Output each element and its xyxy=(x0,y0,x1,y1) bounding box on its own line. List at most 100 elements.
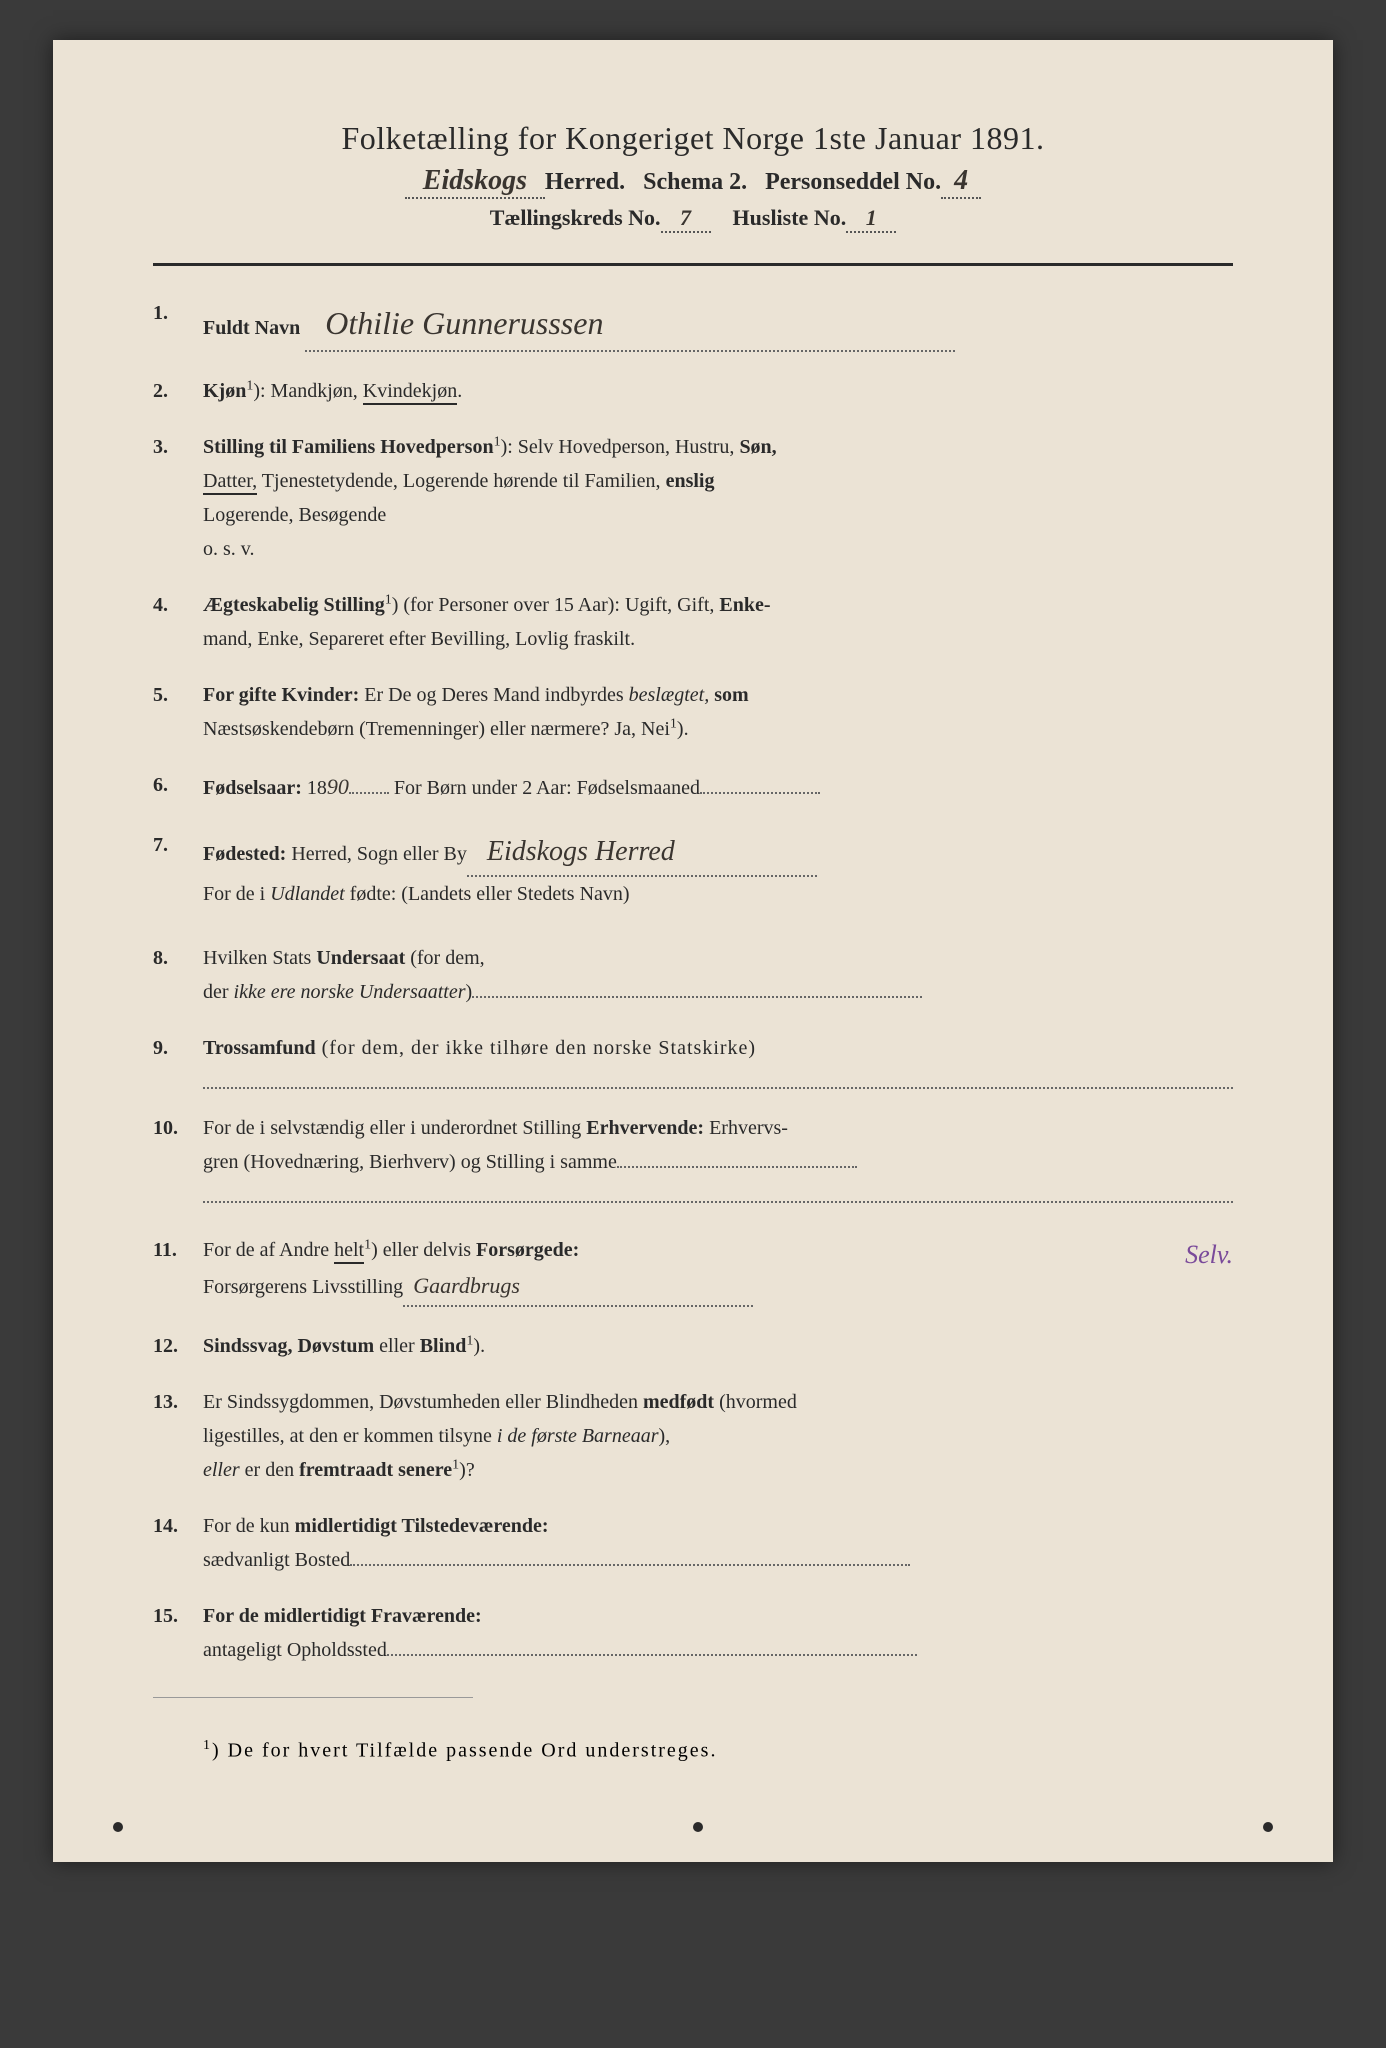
item-3-line4: o. s. v. xyxy=(203,538,254,560)
personseddel-label: Personseddel No. xyxy=(765,169,941,195)
item-3-num: 3. xyxy=(153,430,203,566)
item-3-sup: 1 xyxy=(494,435,501,450)
item-3-line2: Tjenestetydende, Logerende hørende til F… xyxy=(257,470,665,492)
item-9-num: 9. xyxy=(153,1031,203,1089)
item-13-body: Er Sindssygdommen, Døvstumheden eller Bl… xyxy=(203,1385,1233,1487)
item-4-num: 4. xyxy=(153,588,203,656)
item-3-line1: ): Selv Hovedperson, Hustru, xyxy=(501,436,740,458)
item-10-text2: Erhvervs- xyxy=(704,1117,788,1139)
item-10-num: 10. xyxy=(153,1111,203,1203)
item-7-text1: Herred, Sogn eller By xyxy=(286,843,467,865)
item-13-line2a: ligestilles, at den er kommen tilsyne xyxy=(203,1425,497,1447)
item-13-label2: fremtraadt senere xyxy=(299,1459,452,1481)
punch-hole-right xyxy=(1263,1822,1273,1832)
item-6: 6. Fødselsaar: 1890 For Børn under 2 Aar… xyxy=(153,768,1233,805)
item-5-body: For gifte Kvinder: Er De og Deres Mand i… xyxy=(203,678,1233,746)
punch-hole-center xyxy=(693,1822,703,1832)
item-7-label: Fødested: xyxy=(203,843,286,865)
item-4: 4. Ægteskabelig Stilling1) (for Personer… xyxy=(153,588,1233,656)
item-6-year-hand: 90 xyxy=(327,774,349,799)
item-8-line2a: der xyxy=(203,981,234,1003)
item-2-num: 2. xyxy=(153,374,203,408)
item-5-bold1: som xyxy=(709,684,748,706)
item-12-label: Sindssvag, Døvstum xyxy=(203,1335,374,1357)
item-4-sup: 1 xyxy=(385,593,392,608)
item-9-body: Trossamfund (for dem, der ikke tilhøre d… xyxy=(203,1031,1233,1089)
item-4-bold1: Enke- xyxy=(719,594,770,616)
item-11-under1: helt xyxy=(334,1239,364,1264)
item-5-text2: ). xyxy=(677,718,689,740)
item-10-body: For de i selvstændig eller i underordnet… xyxy=(203,1111,1233,1203)
item-4-text1: ) (for Personer over 15 Aar): Ugift, Gif… xyxy=(392,594,720,616)
item-15-line2: antageligt Opholdssted xyxy=(203,1639,387,1661)
item-2-text-a: ): Mandkjøn, xyxy=(253,380,362,402)
item-2-underlined: Kvindekjøn xyxy=(363,380,457,405)
herred-label: Herred. xyxy=(545,169,625,195)
item-1-num: 1. xyxy=(153,296,203,352)
schema-label: Schema 2. xyxy=(643,169,747,195)
item-11-text1: For de af Andre xyxy=(203,1239,334,1261)
herred-value: Eidskogs xyxy=(423,165,527,196)
item-15-body: For de midlertidigt Fraværende: antageli… xyxy=(203,1599,1233,1667)
footnote-sup: 1 xyxy=(203,1738,212,1753)
item-13-line2b: ), xyxy=(658,1425,670,1447)
item-3-line3: Logerende, Besøgende xyxy=(203,504,386,526)
item-1-label: Fuldt Navn xyxy=(203,317,300,339)
item-2-label: Kjøn xyxy=(203,380,246,402)
item-14-body: For de kun midlertidigt Tilstedeværende:… xyxy=(203,1509,1233,1577)
item-2-text-b: . xyxy=(457,380,462,402)
census-document: Folketælling for Kongeriget Norge 1ste J… xyxy=(53,40,1333,1862)
item-11-line2: Forsørgerens Livsstilling xyxy=(203,1276,403,1298)
main-title: Folketælling for Kongeriget Norge 1ste J… xyxy=(153,120,1233,157)
item-14-text1: For de kun xyxy=(203,1515,295,1537)
item-5-text1: Er De og Deres Mand indbyrdes xyxy=(359,684,628,706)
item-7-line2a: For de i xyxy=(203,883,270,905)
item-12-label2: Blind xyxy=(420,1335,467,1357)
item-13-line3a: eller xyxy=(203,1459,240,1481)
item-8-num: 8. xyxy=(153,941,203,1009)
item-6-body: Fødselsaar: 1890 For Børn under 2 Aar: F… xyxy=(203,768,1233,805)
item-7-line2b: fødte: (Landets eller Stedets Navn) xyxy=(345,883,630,905)
item-7-italic1: Udlandet xyxy=(270,883,344,905)
item-11-num: 11. xyxy=(153,1233,203,1306)
item-8-body: Hvilken Stats Undersaat (for dem, der ik… xyxy=(203,941,1233,1009)
footnote-divider xyxy=(153,1697,473,1698)
item-8-text2: (for dem, xyxy=(405,947,484,969)
item-7-body: Fødested: Herred, Sogn eller By Eidskogs … xyxy=(203,828,1233,912)
item-15-label: For de midlertidigt Fraværende: xyxy=(203,1605,482,1627)
item-9-text1: (for dem, der ikke tilhøre den norske St… xyxy=(316,1037,756,1059)
item-13-num: 13. xyxy=(153,1385,203,1487)
footnote: 1) De for hvert Tilfælde passende Ord un… xyxy=(153,1738,1233,1763)
document-header: Folketælling for Kongeriget Norge 1ste J… xyxy=(153,120,1233,233)
item-15: 15. For de midlertidigt Fraværende: anta… xyxy=(153,1599,1233,1667)
item-2: 2. Kjøn1): Mandkjøn, Kvindekjøn. xyxy=(153,374,1233,408)
item-7-handwritten: Eidskogs Herred xyxy=(487,836,675,867)
item-7-num: 7. xyxy=(153,828,203,912)
item-3: 3. Stilling til Familiens Hovedperson1):… xyxy=(153,430,1233,566)
item-2-body: Kjøn1): Mandkjøn, Kvindekjøn. xyxy=(203,374,1233,408)
husliste-label: Husliste No. xyxy=(733,205,847,230)
item-4-line2: mand, Enke, Separeret efter Bevilling, L… xyxy=(203,628,635,650)
item-15-num: 15. xyxy=(153,1599,203,1667)
husliste-no: 1 xyxy=(866,205,877,230)
item-5-line2: Næstsøskendebørn (Tremenninger) eller næ… xyxy=(203,718,670,740)
item-9-label: Trossamfund xyxy=(203,1037,316,1059)
item-13-line3b: er den xyxy=(240,1459,299,1481)
item-1: 1. Fuldt Navn Othilie Gunnerusssen xyxy=(153,296,1233,352)
item-1-body: Fuldt Navn Othilie Gunnerusssen xyxy=(203,296,1233,352)
item-6-label: Fødselsaar: xyxy=(203,777,302,799)
item-4-label: Ægteskabelig Stilling xyxy=(203,594,385,616)
taellingskreds-no: 7 xyxy=(680,205,691,230)
item-10: 10. For de i selvstændig eller i underor… xyxy=(153,1111,1233,1203)
item-11-body: For de af Andre helt1) eller delvis Fors… xyxy=(203,1233,1233,1306)
item-8-line2b: ) xyxy=(466,981,473,1003)
item-10-text1: For de i selvstændig eller i underordnet… xyxy=(203,1117,586,1139)
item-13-text3: )? xyxy=(459,1459,475,1481)
item-13: 13. Er Sindssygdommen, Døvstumheden elle… xyxy=(153,1385,1233,1487)
item-3-bold1: Søn, xyxy=(739,436,776,458)
item-9: 9. Trossamfund (for dem, der ikke tilhør… xyxy=(153,1031,1233,1089)
subtitle-row-1: Eidskogs Herred. Schema 2. Personseddel N… xyxy=(153,165,1233,199)
item-8: 8. Hvilken Stats Undersaat (for dem, der… xyxy=(153,941,1233,1009)
item-5-label: For gifte Kvinder: xyxy=(203,684,359,706)
item-8-italic1: ikke ere norske Undersaatter xyxy=(234,981,466,1003)
